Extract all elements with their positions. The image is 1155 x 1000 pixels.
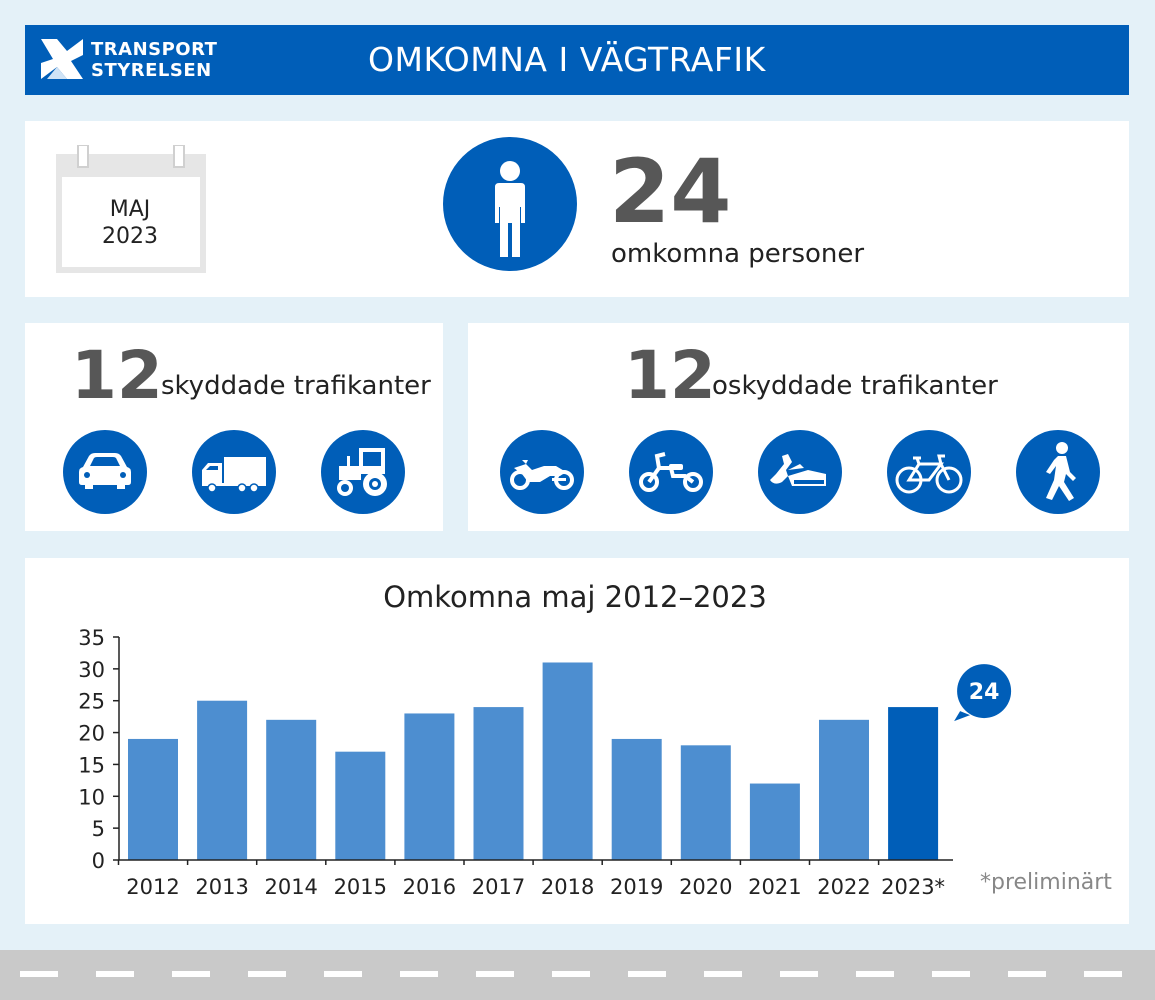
road-dash (628, 971, 666, 977)
y-tick-label: 10 (78, 785, 105, 809)
bar-2022 (819, 719, 869, 860)
unprotected-count: 12 (624, 337, 716, 414)
logo-mark-icon (41, 39, 83, 79)
bar-2017 (473, 707, 524, 860)
footnote: *preliminärt (980, 870, 1112, 895)
x-axis: 2012 2013 2014 2015 2016 2017 2018 2019 2020 2021… (117, 859, 953, 899)
road-dash (932, 971, 970, 977)
protected-road-users-panel: 12 skyddade trafikanter (25, 323, 443, 531)
bars (128, 662, 939, 860)
callout-value: 24 (969, 680, 1000, 705)
road-dash (248, 971, 286, 977)
x-tick-label: 2015 (334, 875, 387, 899)
callout-tail (954, 711, 971, 722)
bar-2019 (611, 738, 662, 860)
bar-2012 (128, 738, 178, 860)
bar-2020 (680, 745, 731, 860)
y-tick-label: 15 (78, 753, 105, 777)
logo-line-2: STYRELSEN (91, 60, 212, 81)
x-tick-label: 2014 (264, 875, 317, 899)
truck-icon (192, 430, 276, 514)
moped-icon (629, 430, 713, 514)
unprotected-label: oskyddade trafikanter (712, 371, 998, 401)
x-tick-label: 2013 (195, 875, 248, 899)
logo-line-1: TRANSPORT (91, 39, 218, 60)
car-icon (63, 430, 147, 514)
chart-title: Omkomna maj 2012–2023 (383, 580, 767, 614)
x-tick-label: 2021 (748, 875, 801, 899)
road-dash (1084, 971, 1122, 977)
total-fatalities-label: omkomna personer (611, 239, 865, 269)
bar-2021 (749, 783, 800, 860)
bar-2016 (404, 713, 455, 860)
x-tick-label: 2018 (541, 875, 594, 899)
x-tick-label: 2022 (817, 875, 870, 899)
summary-panel: MAJ 2023 24 omkomna personer (25, 121, 1129, 297)
bar-2023 (888, 707, 939, 860)
road-dash (324, 971, 362, 977)
y-tick-label: 5 (92, 817, 105, 841)
bar-2013 (197, 700, 248, 860)
calendar-icon (56, 145, 206, 273)
bicycle-icon (887, 430, 971, 514)
x-tick-label: 2023* (881, 875, 945, 899)
protected-count: 12 (71, 337, 163, 414)
x-tick-label: 2017 (472, 875, 525, 899)
x-tick-label: 2016 (403, 875, 456, 899)
page-title: OMKOMNA I VÄGTRAFIK (368, 40, 766, 79)
transportstyrelsen-logo: TRANSPORT STYRELSEN (41, 39, 223, 83)
motorcycle-icon (500, 430, 584, 514)
road-dash (476, 971, 514, 977)
road-dash (552, 971, 590, 977)
road-decoration (0, 950, 1155, 1000)
y-tick-label: 20 (78, 722, 105, 746)
person-icon (443, 137, 577, 271)
x-tick-label: 2020 (679, 875, 732, 899)
road-dash (400, 971, 438, 977)
y-tick-label: 35 (78, 626, 105, 650)
header-bar: TRANSPORT STYRELSEN OMKOMNA I VÄGTRAFIK (25, 25, 1129, 95)
y-tick-label: 25 (78, 690, 105, 714)
bar-2014 (266, 719, 317, 860)
callout-bubble (957, 664, 1012, 719)
bar-2015 (335, 751, 386, 860)
road-dash (96, 971, 134, 977)
x-tick-label: 2019 (610, 875, 663, 899)
value-callout: 24 (954, 664, 1012, 722)
calendar-year: 2023 (102, 224, 158, 249)
x-tick-label: 2012 (126, 875, 179, 899)
pedestrian-icon (1016, 430, 1100, 514)
road-dash (172, 971, 210, 977)
chart-panel: Omkomna maj 2012–2023 0 5 10 15 20 25 30 35 201… (25, 558, 1129, 924)
road-dash (20, 971, 58, 977)
protected-label: skyddade trafikanter (161, 371, 431, 401)
y-tick-label: 30 (78, 658, 105, 682)
road-dash (780, 971, 818, 977)
road-dash (856, 971, 894, 977)
unprotected-road-users-panel: 12 oskyddade trafikanter (468, 323, 1129, 531)
snowmobile-icon (758, 430, 842, 514)
bar-2018 (542, 662, 593, 860)
y-axis: 0 5 10 15 20 25 30 35 (78, 626, 120, 873)
calendar-month: MAJ (109, 197, 151, 222)
road-dash (1008, 971, 1046, 977)
tractor-icon (321, 430, 405, 514)
road-dash (704, 971, 742, 977)
y-tick-label: 0 (92, 849, 105, 873)
total-fatalities: 24 (609, 140, 732, 243)
